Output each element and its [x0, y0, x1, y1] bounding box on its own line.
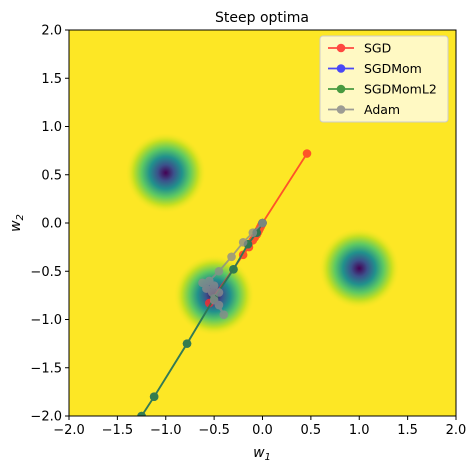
legend-box	[319, 35, 449, 123]
data-point	[202, 284, 211, 293]
y-tick-label: 1.5	[41, 72, 62, 87]
legend: SGD SGDMom SGDMomL2 Adam	[319, 35, 449, 123]
y-axis: −2.0 −1.5 −1.0 −0.5 0.0 0.5 1.0 1.5 2.0	[30, 24, 69, 425]
x-tick-label: −2.0	[53, 423, 85, 438]
y-axis-label: w2	[8, 214, 26, 232]
x-tick-label: 1.5	[397, 423, 418, 438]
data-point	[214, 266, 224, 276]
data-point	[214, 288, 224, 297]
minimum-basin	[318, 227, 400, 309]
chart-title: Steep optima	[215, 10, 309, 26]
x-axis: −2.0 −1.5 −1.0 −0.5 0.0 0.5 1.0 1.5 2.0	[53, 416, 466, 438]
y-tick-label: 1.0	[41, 120, 62, 135]
data-point	[209, 281, 219, 291]
y-tick-label: 2.0	[41, 24, 62, 39]
legend-marker	[336, 64, 346, 73]
legend-marker	[336, 43, 346, 53]
data-point	[229, 265, 238, 274]
legend-label: Adam	[364, 102, 400, 117]
y-tick-label: −0.5	[30, 265, 62, 280]
legend-item	[328, 105, 354, 114]
x-tick-label: −1.5	[102, 423, 134, 438]
x-tick-label: 0.0	[252, 423, 273, 438]
series-layer	[137, 149, 312, 416]
x-tick-label: 0.5	[301, 423, 322, 438]
data-point	[238, 238, 248, 247]
data-point	[302, 149, 312, 158]
minimum-basin	[125, 132, 207, 214]
x-tick-label: 2.0	[446, 423, 467, 438]
data-point	[227, 252, 236, 262]
data-point	[209, 295, 219, 305]
legend-label: SGDMomL2	[364, 82, 437, 97]
data-point	[149, 392, 159, 402]
data-point	[182, 339, 192, 348]
legend-item	[328, 43, 354, 53]
legend-label: SGDMom	[364, 61, 422, 76]
data-point	[248, 228, 258, 237]
series-adam	[198, 218, 267, 319]
data-point	[219, 310, 229, 319]
data-point	[258, 218, 267, 228]
data-point	[137, 411, 146, 416]
x-tick-label: 1.0	[349, 423, 370, 438]
legend-label: SGD	[364, 41, 391, 56]
y-tick-label: −1.5	[30, 361, 62, 376]
y-tick-label: −1.0	[30, 313, 62, 328]
y-tick-label: 0.0	[41, 217, 62, 232]
legend-marker	[336, 84, 346, 94]
legend-item	[328, 84, 354, 94]
x-tick-label: −0.5	[198, 423, 230, 438]
x-tick-label: −1.0	[150, 423, 182, 438]
y-tick-label: 0.5	[41, 168, 62, 183]
x-axis-label: w1	[253, 445, 271, 463]
legend-item	[328, 64, 354, 73]
y-tick-label: −2.0	[30, 410, 62, 425]
legend-marker	[336, 105, 346, 114]
